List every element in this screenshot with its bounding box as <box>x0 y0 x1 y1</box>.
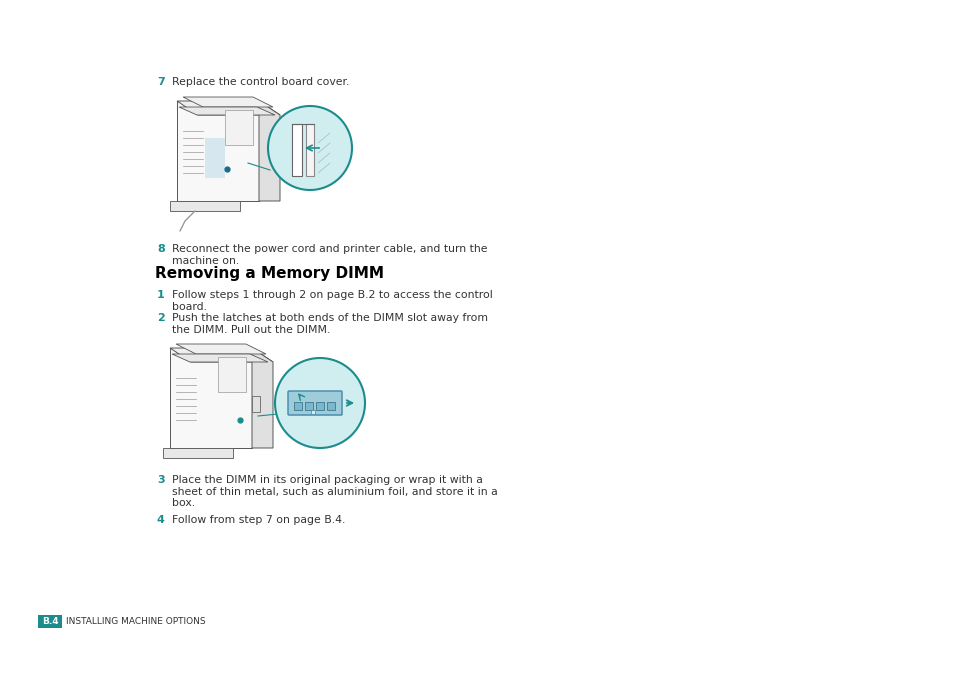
FancyBboxPatch shape <box>306 124 314 176</box>
Polygon shape <box>177 101 280 115</box>
FancyBboxPatch shape <box>225 110 253 145</box>
FancyBboxPatch shape <box>291 394 343 416</box>
FancyBboxPatch shape <box>294 402 302 410</box>
Text: B.4: B.4 <box>42 617 58 626</box>
FancyBboxPatch shape <box>177 101 258 201</box>
FancyBboxPatch shape <box>327 402 335 410</box>
Text: 4: 4 <box>157 515 165 525</box>
Text: Removing a Memory DIMM: Removing a Memory DIMM <box>154 266 384 281</box>
FancyBboxPatch shape <box>288 391 341 415</box>
Text: Follow from step 7 on page B.4.: Follow from step 7 on page B.4. <box>172 515 345 525</box>
FancyBboxPatch shape <box>252 396 260 412</box>
Text: Place the DIMM in its original packaging or wrap it with a
sheet of thin metal, : Place the DIMM in its original packaging… <box>172 475 497 508</box>
Circle shape <box>268 106 352 190</box>
Polygon shape <box>258 101 280 201</box>
Polygon shape <box>172 354 268 362</box>
Polygon shape <box>175 344 266 354</box>
Text: 7: 7 <box>157 77 165 87</box>
Text: 8: 8 <box>157 244 165 254</box>
Polygon shape <box>179 107 274 115</box>
FancyBboxPatch shape <box>305 402 313 410</box>
Polygon shape <box>170 348 273 362</box>
Text: Replace the control board cover.: Replace the control board cover. <box>172 77 349 87</box>
Text: 3: 3 <box>157 475 165 485</box>
FancyBboxPatch shape <box>292 124 302 176</box>
FancyBboxPatch shape <box>218 357 246 392</box>
FancyBboxPatch shape <box>205 138 225 178</box>
Polygon shape <box>170 201 240 211</box>
Text: 1: 1 <box>157 290 165 300</box>
Polygon shape <box>252 348 273 448</box>
FancyBboxPatch shape <box>311 410 314 414</box>
FancyBboxPatch shape <box>315 402 324 410</box>
FancyBboxPatch shape <box>170 348 252 448</box>
Text: Follow steps 1 through 2 on page B.2 to access the control
board.: Follow steps 1 through 2 on page B.2 to … <box>172 290 493 312</box>
Text: Push the latches at both ends of the DIMM slot away from
the DIMM. Pull out the : Push the latches at both ends of the DIM… <box>172 313 488 335</box>
Polygon shape <box>163 448 233 458</box>
FancyBboxPatch shape <box>38 615 62 628</box>
Text: INSTALLING MACHINE OPTIONS: INSTALLING MACHINE OPTIONS <box>66 617 206 626</box>
Polygon shape <box>183 97 273 107</box>
Text: 2: 2 <box>157 313 165 323</box>
Circle shape <box>274 358 365 448</box>
Text: Reconnect the power cord and printer cable, and turn the
machine on.: Reconnect the power cord and printer cab… <box>172 244 487 266</box>
